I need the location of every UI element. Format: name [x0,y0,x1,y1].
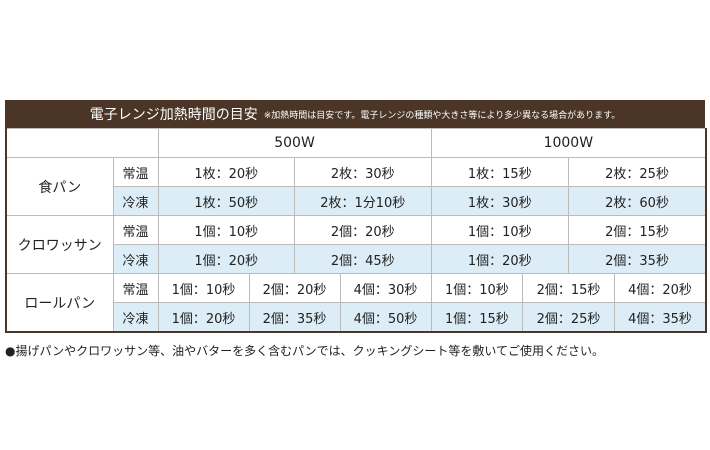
column-header: 1000W [430,128,707,158]
title: 電子レンジ加熱時間の目安 [89,107,258,123]
column-header-row: 500W 1000W [5,128,707,158]
time-cell: 2個：20秒 [294,215,432,245]
temperature: 冷凍 [112,302,159,333]
time-cell: 2個：45秒 [294,244,432,274]
table-row: 冷凍 1個：20秒 2個：35秒 4個：50秒 1個：15秒 2個：25秒 4個：35秒 [6,302,707,333]
table-header: 電子レンジ加熱時間の目安 ※加熱時間は目安です。電子レンジの種類や大きさ等により… [5,100,705,128]
time-cell: 1個：10秒 [157,215,295,245]
table-row: 冷凍 1個：20秒 2個：45秒 1個：20秒 2個：35秒 [6,244,707,274]
table-row: 冷凍 1枚：50秒 2枚：1分10秒 1枚：30秒 2枚：60秒 [6,186,707,216]
time-cell: 2個：35秒 [568,244,707,274]
table-row: 食パン 常温 1枚：20秒 2枚：30秒 1枚：15秒 2枚：25秒 [5,157,707,216]
table-row: クロワッサン 常温 1個：10秒 2個：20秒 1個：10秒 2個：15秒 [5,215,707,274]
time-cell: 1個：20秒 [157,302,250,333]
table-row: ロールパン 常温 1個：10秒 2個：20秒 4個：30秒 1個：10秒 2個：15秒 4個：… [5,273,707,333]
time-cell: 4個：30秒 [339,273,432,303]
time-cell: 2枚：1分10秒 [294,186,432,216]
time-cell: 1枚：15秒 [430,157,570,187]
time-cell: 1個：10秒 [157,273,250,303]
time-cell: 2枚：60秒 [568,186,707,216]
temperature: 常温 [112,215,159,245]
column-header: 500W [157,128,432,158]
time-cell: 2個：20秒 [248,273,341,303]
time-cell: 4個：35秒 [613,302,707,333]
time-cell: 1個：10秒 [430,215,570,245]
time-cell: 2個：25秒 [522,302,615,333]
bread-name: ロールパン [5,273,114,333]
time-cell: 2個：15秒 [568,215,707,245]
heating-table: 500W 1000W 食パン 常温 1枚：20秒 2枚：30秒 1枚：15秒 2枚：25秒 冷凍… [5,128,708,333]
note: ※加熱時間は目安です。電子レンジの種類や大きさ等により多少異なる場合があります。 [263,110,621,121]
temperature: 常温 [112,157,159,187]
time-cell: 1個：20秒 [157,244,295,274]
time-cell: 1個：20秒 [430,244,570,274]
temperature: 冷凍 [112,186,159,216]
temperature: 常温 [112,273,159,303]
time-cell: 2枚：25秒 [568,157,707,187]
time-cell: 4個：50秒 [339,302,432,333]
bread-name: 食パン [5,157,114,216]
time-cell: 2個：15秒 [522,273,615,303]
time-cell: 1枚：20秒 [157,157,295,187]
time-cell: 1枚：50秒 [157,186,295,216]
time-cell: 1個：10秒 [430,273,524,303]
time-cell: 1枚：30秒 [430,186,570,216]
footnote: ●揚げパンやクロワッサン等、油やバターを多く含むパンでは、クッキングシート等を敷… [5,344,604,358]
temperature: 冷凍 [112,244,159,274]
corner [5,128,159,158]
bread-name: クロワッサン [5,215,114,274]
time-cell: 1個：15秒 [430,302,524,333]
time-cell: 2枚：30秒 [294,157,432,187]
time-cell: 2個：35秒 [248,302,341,333]
time-cell: 4個：20秒 [613,273,707,303]
